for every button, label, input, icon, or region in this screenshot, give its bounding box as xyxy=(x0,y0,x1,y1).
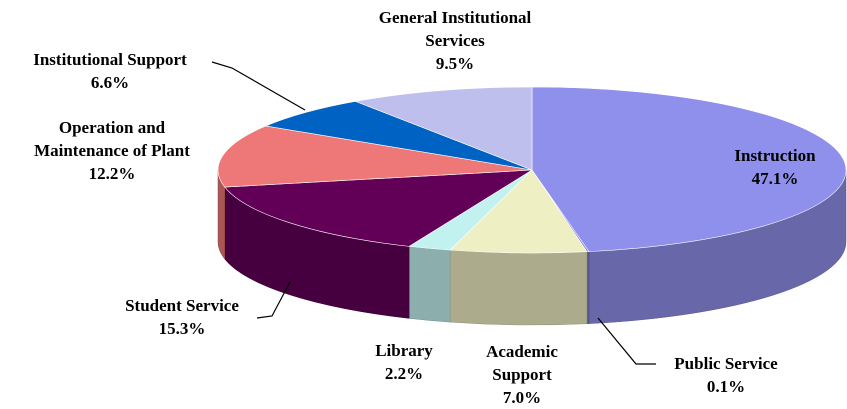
leader-line xyxy=(256,281,291,319)
slice xyxy=(354,86,533,171)
slice-label: General Institutional Services 9.5% xyxy=(360,6,550,75)
slice-side xyxy=(449,249,588,326)
slice-side xyxy=(586,251,590,324)
category-label: Library xyxy=(375,341,433,360)
slice-label: Academic Support 7.0% xyxy=(472,340,572,409)
value-label: 12.2% xyxy=(88,164,136,183)
slice-label: Instruction 47.1% xyxy=(705,144,845,190)
slice xyxy=(224,169,533,247)
category-label: Institutional Support xyxy=(33,50,187,69)
category-label: Public Service xyxy=(674,354,778,373)
category-label: Instruction xyxy=(734,146,816,165)
value-label: 9.5% xyxy=(435,54,475,73)
slice-label: Library 2.2% xyxy=(359,339,449,385)
value-label: 47.1% xyxy=(751,169,799,188)
pie-walls xyxy=(217,169,847,326)
category-label: Operation and Maintenance of Plant xyxy=(34,118,190,160)
slice xyxy=(217,125,533,188)
slice-label: Institutional Support 6.6% xyxy=(5,48,215,94)
value-label: 0.1% xyxy=(706,377,746,396)
slice xyxy=(449,169,588,254)
category-label: Academic Support xyxy=(486,342,558,384)
value-label: 7.0% xyxy=(502,388,542,407)
value-label: 15.3% xyxy=(158,319,206,338)
category-label: General Institutional Services xyxy=(378,8,532,50)
slice xyxy=(531,86,847,252)
slice-label: Operation and Maintenance of Plant 12.2% xyxy=(12,116,212,185)
pie-tops xyxy=(217,86,847,254)
leader-line xyxy=(211,61,306,111)
slice-label: Public Service 0.1% xyxy=(651,352,801,398)
value-label: 6.6% xyxy=(90,73,130,92)
slice xyxy=(264,101,533,171)
leader-line xyxy=(597,317,656,365)
slice-label: Student Service 15.3% xyxy=(102,294,262,340)
category-label: Student Service xyxy=(125,296,239,315)
value-label: 2.2% xyxy=(384,364,424,383)
slice-side xyxy=(408,246,451,323)
